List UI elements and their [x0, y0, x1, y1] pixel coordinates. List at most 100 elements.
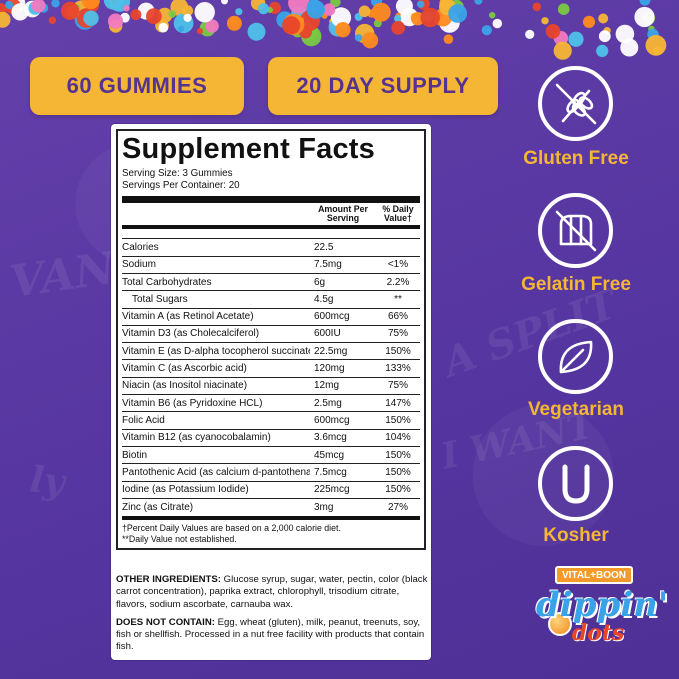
candy-dot — [639, 0, 651, 6]
nutrient-row: Vitamin B6 (as Pyridoxine HCL) 2.5mg 147% — [122, 395, 420, 413]
candy-dot — [11, 3, 29, 21]
candy-dot — [441, 0, 448, 4]
leaf-icon — [559, 340, 592, 373]
nutrient-row: Folic Acid 600mcg 150% — [122, 412, 420, 430]
candy-dot — [474, 0, 483, 5]
dv-header: % Daily Value† — [382, 203, 414, 224]
kosher-badge — [538, 446, 613, 521]
candy-dot — [362, 32, 379, 49]
vegetarian-label: Vegetarian — [527, 399, 625, 420]
candy-dot — [158, 22, 169, 33]
candy-dot — [371, 2, 391, 22]
servings-per-container: Servings Per Container: 20 — [122, 179, 240, 191]
candy-dot — [130, 9, 142, 21]
candy-dot — [598, 13, 609, 24]
nutrient-row: Vitamin D3 (as Cholecalciferol) 600IU 75% — [122, 326, 420, 344]
candy-dot — [525, 29, 535, 39]
candy-dot — [553, 41, 572, 60]
candy-dot — [51, 0, 60, 8]
candy-dot — [596, 44, 609, 58]
candy-dot — [481, 25, 492, 36]
vital-boon-logo: VITAL+BOON — [555, 566, 633, 584]
nutrient-row: Total Carbohydrates 6g 2.2% — [122, 274, 420, 292]
nutrient-row: Vitamin A (as Retinol Acetate) 600mcg 66% — [122, 309, 420, 326]
candy-dot — [146, 8, 162, 25]
spacer-row — [122, 229, 420, 240]
candy-dot — [61, 1, 80, 20]
candy-dot — [196, 28, 203, 35]
candy-dot — [181, 5, 194, 17]
candy-dot — [258, 3, 269, 15]
candy-dot — [306, 0, 326, 19]
candy-dot — [395, 0, 413, 15]
footnote-not-established: **Daily Value not established. — [122, 534, 237, 545]
thick-rule — [122, 195, 420, 203]
ingredients-block: OTHER INGREDIENTS: Glucose syrup, sugar,… — [116, 574, 428, 660]
candy-dot — [532, 2, 542, 12]
candy-dot — [354, 34, 363, 42]
logo-ball-icon — [548, 612, 572, 636]
gelatin-free-badge — [538, 193, 613, 268]
does-not-contain: DOES NOT CONTAIN: Egg, wheat (gluten), m… — [116, 616, 425, 653]
kosher-u-icon — [562, 464, 589, 504]
candy-dot — [330, 7, 352, 28]
candy-dot — [615, 24, 635, 44]
candy-dots-banner — [0, 0, 667, 60]
candy-dot — [582, 15, 596, 28]
candy-dot — [394, 14, 402, 23]
candy-dot — [417, 0, 425, 8]
candy-dot — [323, 3, 336, 16]
candy-dot — [48, 16, 57, 24]
footnote-dv: †Percent Daily Values are based on a 2,0… — [122, 523, 341, 534]
candy-dot — [652, 45, 663, 56]
facts-title: Supplement Facts — [122, 133, 375, 165]
candy-dot — [634, 6, 655, 28]
candy-dot — [391, 21, 406, 35]
serving-size: Serving Size: 3 Gummies — [122, 168, 233, 179]
candy-dot — [205, 19, 219, 33]
candy-dot — [358, 5, 371, 18]
day-supply-pill: 20 DAY SUPPLY — [268, 57, 498, 115]
candy-dot — [545, 24, 561, 39]
candy-dot — [557, 3, 570, 15]
gummy-count-pill: 60 GUMMIES — [30, 57, 244, 115]
nutrient-row: Pantothenic Acid (as calcium d-pantothen… — [122, 464, 420, 482]
candy-dot — [183, 13, 192, 22]
candy-dot — [492, 18, 503, 29]
candy-dot — [0, 11, 11, 28]
candy-dot — [448, 4, 468, 23]
candy-dot — [31, 0, 46, 13]
wheat-crossed-icon — [555, 83, 596, 124]
nutrient-row: Zinc (as Citrate) 3mg 27% — [122, 501, 408, 513]
candy-dot — [541, 17, 549, 25]
gelatin-crossed-icon — [555, 210, 596, 251]
nutrient-row: Vitamin C (as Ascorbic acid) 120mg 133% — [122, 360, 420, 378]
candy-dot — [123, 5, 130, 12]
candy-dot — [194, 2, 215, 23]
candy-dot — [168, 10, 176, 18]
gelatin-free-label: Gelatin Free — [521, 274, 631, 295]
candy-dot — [5, 1, 14, 9]
amount-header: Amount Per Serving — [318, 203, 368, 224]
nutrient-row: Niacin (as Inositol niacinate) 12mg 75% — [122, 378, 420, 396]
nutrient-row: Vitamin E (as D-alpha tocopherol succina… — [122, 343, 420, 361]
nutrient-row: Iodine (as Potassium Iodide) 225mcg 150% — [122, 482, 420, 499]
candy-dot — [83, 10, 99, 26]
candy-dot — [107, 13, 124, 29]
nutrient-row: Vitamin B12 (as cyanocobalamin) 3.6mcg 104… — [122, 430, 420, 447]
candy-dot — [81, 0, 100, 10]
facts-footnotes: †Percent Daily Values are based on a 2,0… — [122, 516, 420, 545]
candy-dot — [235, 8, 243, 16]
candy-dot — [598, 30, 611, 43]
nutrient-row: Calories 22.5 — [122, 239, 420, 257]
gluten-free-label: Gluten Free — [523, 148, 629, 169]
supplement-facts-table: Supplement Facts Serving Size: 3 Gummies… — [116, 129, 426, 551]
candy-dot — [568, 31, 584, 47]
candy-dot — [489, 12, 496, 19]
candy-dot — [247, 22, 266, 41]
candy-dot — [221, 0, 228, 5]
label-panel — [111, 124, 431, 660]
nutrient-row: Total Sugars 4.5g ** — [122, 291, 420, 309]
other-ingredients: OTHER INGREDIENTS: Glucose syrup, sugar,… — [116, 574, 428, 610]
candy-dot — [226, 15, 242, 31]
